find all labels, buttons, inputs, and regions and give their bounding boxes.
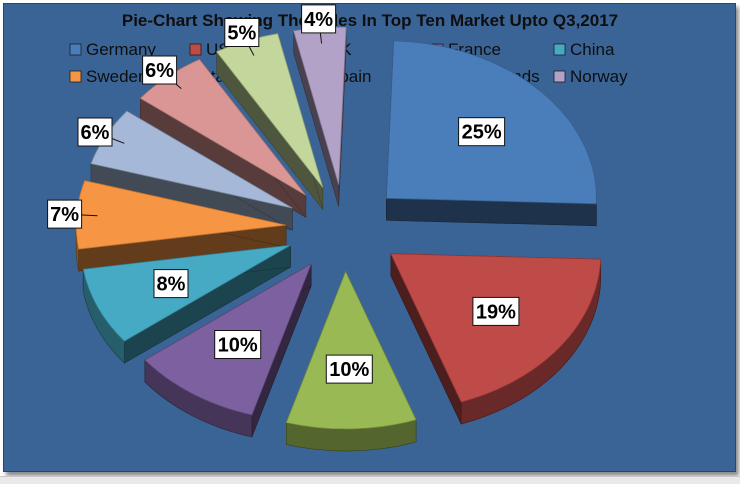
data-label-text-italy: 6% xyxy=(81,122,110,144)
data-label-spain: 6% xyxy=(143,56,182,89)
legend-label-norway: Norway xyxy=(570,67,628,86)
data-label-text-china: 8% xyxy=(157,274,186,296)
legend-item-china: China xyxy=(554,40,615,59)
legend-label-sweden: Sweden xyxy=(86,67,147,86)
legend-swatch-norway xyxy=(554,71,565,82)
data-label-text-netherlands: 5% xyxy=(227,23,256,45)
data-label-text-usa: 19% xyxy=(476,301,516,323)
slice-usa xyxy=(391,254,601,424)
data-label-uk: 10% xyxy=(326,355,372,383)
legend-swatch-china xyxy=(554,44,565,55)
chart-title: Pie-Chart Showing The Sales In Top Ten M… xyxy=(122,11,618,30)
data-label-text-spain: 6% xyxy=(145,60,174,82)
legend-swatch-germany xyxy=(70,44,81,55)
data-label-text-france: 10% xyxy=(218,335,258,357)
data-label-text-sweden: 7% xyxy=(50,204,79,226)
data-label-text-germany: 25% xyxy=(462,122,502,144)
legend-swatch-sweden xyxy=(70,71,81,82)
legend-swatch-usa xyxy=(190,44,201,55)
data-label-france: 10% xyxy=(215,331,261,359)
data-label-text-norway: 4% xyxy=(304,9,333,31)
legend-item-sweden: Sweden xyxy=(70,67,147,86)
data-label-text-uk: 10% xyxy=(329,359,369,381)
pie-slices xyxy=(76,27,601,451)
data-label-germany: 25% xyxy=(459,118,505,146)
data-label-china: 8% xyxy=(154,270,188,298)
legend-item-norway: Norway xyxy=(554,67,628,86)
data-label-usa: 19% xyxy=(473,297,519,325)
legend-label-china: China xyxy=(570,40,615,59)
